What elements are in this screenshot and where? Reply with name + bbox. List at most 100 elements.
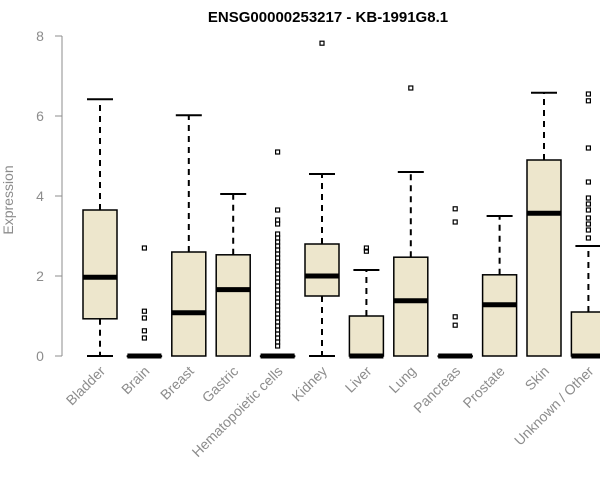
box-5 <box>304 40 340 357</box>
y-tick-label: 4 <box>36 188 44 204</box>
outlier-point <box>275 275 281 281</box>
y-tick-label: 8 <box>36 28 44 44</box>
outlier-point <box>275 339 281 345</box>
x-tick-label: Brain <box>118 363 152 397</box>
outlier-point <box>585 215 592 221</box>
outlier-point <box>275 207 281 213</box>
outlier-point <box>363 245 369 251</box>
x-tick-label: Gastric <box>199 363 242 406</box>
outlier-point <box>275 343 281 349</box>
box-iqr <box>570 311 600 357</box>
outlier-point <box>275 323 281 329</box>
outlier-point <box>319 40 325 46</box>
outlier-point <box>275 271 281 277</box>
y-axis: 0 2 4 6 8 <box>36 28 63 364</box>
outlier-point <box>275 331 281 337</box>
outlier-point <box>585 179 592 185</box>
outlier-point <box>585 221 592 227</box>
x-tick-label: Lung <box>386 363 419 396</box>
outlier-point <box>141 308 147 314</box>
outlier-point <box>275 307 281 313</box>
outlier-point <box>275 239 281 245</box>
box-iqr <box>393 256 429 357</box>
box-9 <box>481 215 518 357</box>
box-11 <box>570 91 600 359</box>
outlier-point <box>275 315 281 321</box>
outlier-point <box>141 335 147 341</box>
outlier-point <box>275 235 281 241</box>
outlier-point <box>141 328 147 334</box>
box-3 <box>215 193 251 357</box>
chart-title: ENSG00000253217 - KB-1991G8.1 <box>208 9 448 26</box>
box-2 <box>171 114 207 357</box>
outlier-point <box>275 259 281 265</box>
y-tick-label: 2 <box>36 268 44 284</box>
outlier-point <box>275 327 281 333</box>
outlier-point <box>585 195 592 201</box>
x-tick-label: Breast <box>157 363 197 403</box>
box-iqr <box>526 159 562 357</box>
outlier-point <box>275 279 281 285</box>
box-7 <box>393 85 429 357</box>
x-tick-label: Unknown / Other <box>511 363 597 449</box>
outlier-point <box>452 314 458 320</box>
outlier-point <box>275 267 281 273</box>
x-tick-label: Prostate <box>460 363 508 411</box>
box-iqr <box>481 274 518 357</box>
outlier-point <box>275 243 281 249</box>
boxes-layer <box>82 40 600 359</box>
box-6 <box>348 245 385 359</box>
outlier-point <box>275 335 281 341</box>
outlier-point <box>275 255 281 261</box>
outlier-point <box>585 201 592 207</box>
x-tick-label: Bladder <box>63 363 109 409</box>
y-tick-label: 0 <box>36 348 44 364</box>
box-iqr <box>171 251 207 357</box>
outlier-point <box>408 85 414 91</box>
outlier-point <box>275 283 281 289</box>
outlier-point <box>275 149 281 155</box>
outlier-point <box>275 221 281 227</box>
box-iqr <box>304 243 340 297</box>
outlier-point <box>275 319 281 325</box>
box-10 <box>526 91 562 357</box>
outlier-point <box>275 263 281 269</box>
outlier-point <box>275 303 281 309</box>
box-8 <box>437 206 473 359</box>
x-tick-label: Liver <box>342 363 375 396</box>
outlier-point <box>452 206 458 212</box>
outlier-point <box>275 217 281 223</box>
outlier-point <box>585 145 592 151</box>
outlier-point <box>275 251 281 257</box>
x-tick-label: Pancreas <box>410 363 463 416</box>
outlier-point <box>275 295 281 301</box>
box-iqr <box>215 254 251 357</box>
outlier-point <box>585 227 592 233</box>
box-iqr <box>82 209 118 320</box>
outlier-point <box>275 299 281 305</box>
box-0 <box>82 98 118 357</box>
y-axis-label: Expression <box>0 165 16 234</box>
outlier-point <box>585 235 592 241</box>
outlier-point <box>452 219 458 225</box>
box-iqr <box>348 315 385 357</box>
box-4 <box>259 149 296 359</box>
outlier-point <box>585 98 592 104</box>
box-1 <box>126 245 163 359</box>
outlier-point <box>363 248 369 254</box>
outlier-point <box>141 315 147 321</box>
x-tick-label: Skin <box>522 363 553 394</box>
outlier-point <box>275 247 281 253</box>
outlier-point <box>585 207 592 213</box>
outlier-point <box>275 231 281 237</box>
outlier-point <box>275 291 281 297</box>
x-tick-label: Kidney <box>289 363 331 405</box>
outlier-point <box>452 322 458 328</box>
outlier-point <box>275 287 281 293</box>
y-tick-label: 6 <box>36 108 44 124</box>
outlier-point <box>275 311 281 317</box>
outlier-point <box>585 91 592 97</box>
